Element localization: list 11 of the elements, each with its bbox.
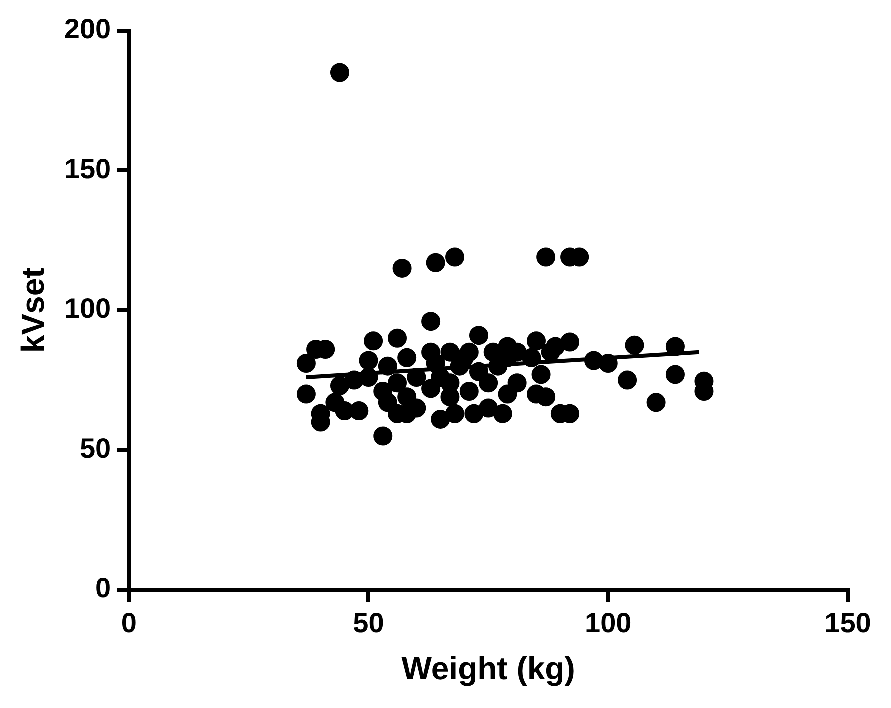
x-tick-label: 150	[824, 608, 872, 639]
y-tick-label: 200	[64, 14, 112, 45]
x-tick-label: 50	[353, 608, 384, 639]
y-axis-title: kVset	[15, 267, 52, 354]
y-tick-label: 100	[64, 293, 112, 324]
x-axis-title: Weight (kg)	[402, 650, 576, 687]
y-tick-label: 150	[64, 153, 112, 184]
x-tick-label: 0	[121, 608, 137, 639]
y-tick-label: 50	[80, 432, 112, 464]
y-tick-label: 0	[96, 572, 112, 604]
x-tick-label: 100	[585, 608, 632, 639]
